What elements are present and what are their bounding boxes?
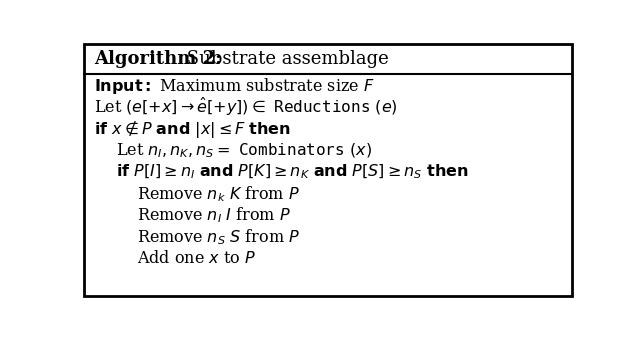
Text: $\mathbf{if}$ $P[I] \geq n_I$ $\mathbf{and}$ $P[K] \geq n_K$ $\mathbf{and}$ $P[S: $\mathbf{if}$ $P[I] \geq n_I$ $\mathbf{a… [116,163,468,181]
Text: Add one $x$ to $P$: Add one $x$ to $P$ [138,250,257,267]
Text: Let $(e[+x] \rightarrow \hat{e}[+y]) \in$ $\mathtt{Reductions}$ $(e)$: Let $(e[+x] \rightarrow \hat{e}[+y]) \in… [94,96,397,118]
Text: Remove $n_k$ $K$ from $P$: Remove $n_k$ $K$ from $P$ [138,184,300,204]
Text: Substrate assemblage: Substrate assemblage [180,50,388,68]
Text: Let $n_I, n_K, n_S =$ $\mathtt{Combinators}$ $(x)$: Let $n_I, n_K, n_S =$ $\mathtt{Combinato… [116,141,372,160]
Text: Remove $n_S$ $S$ from $P$: Remove $n_S$ $S$ from $P$ [138,227,300,247]
Text: Remove $n_I$ $I$ from $P$: Remove $n_I$ $I$ from $P$ [138,205,291,225]
Text: Algorithm 2:: Algorithm 2: [94,50,221,68]
Text: $\mathbf{Input:}$ Maximum substrate size $F$: $\mathbf{Input:}$ Maximum substrate size… [94,76,374,96]
Text: $\mathbf{if}$ $x \notin P$ $\mathbf{and}$ $|x| \leq F$ $\mathbf{then}$: $\mathbf{if}$ $x \notin P$ $\mathbf{and}… [94,118,291,140]
